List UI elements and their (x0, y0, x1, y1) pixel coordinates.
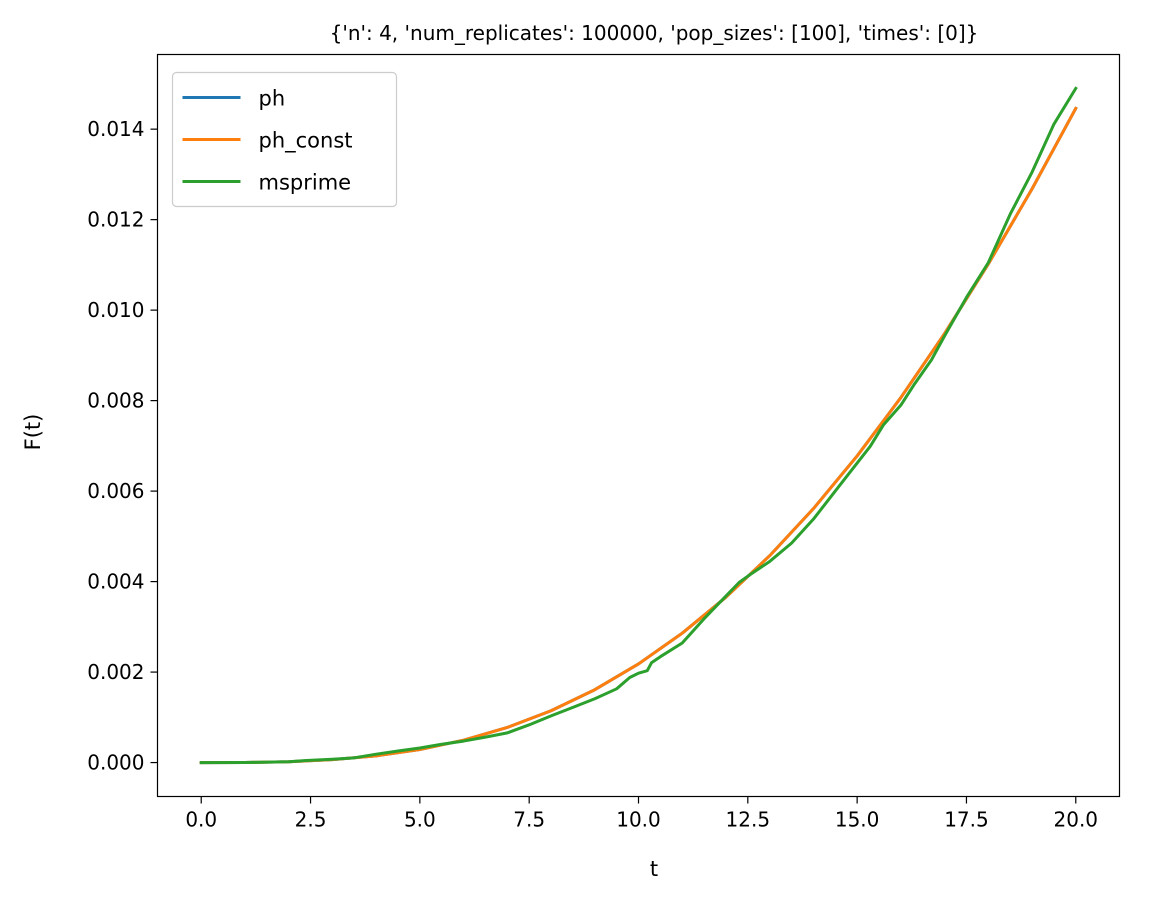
y-tick-label: 0.004 (87, 570, 144, 594)
x-axis-label: t (650, 857, 658, 881)
x-tick-label: 17.5 (944, 808, 989, 832)
ticks-layer: 0.0 2.5 5.0 7.5 10.0 12.5 15.0 17.5 20.0 0.000 0.0… (87, 117, 1098, 831)
y-tick-label: 0.006 (87, 479, 144, 503)
chart-title: {'n': 4, 'num_replicates': 100000, 'pop_… (330, 21, 979, 45)
series-line-msprime (199, 86, 1078, 765)
y-tick-label: 0.010 (87, 298, 144, 322)
y-tick-label: 0.014 (87, 117, 144, 141)
legend-box (171, 71, 398, 208)
x-tick-label: 20.0 (1054, 808, 1099, 832)
x-tick-label: 12.5 (726, 808, 771, 832)
y-tick-label: 0.002 (87, 660, 144, 684)
x-tick-label: 5.0 (404, 808, 436, 832)
x-tick-label: 0.0 (185, 808, 217, 832)
y-tick-label: 0.008 (87, 389, 144, 413)
y-axis-label: F(t) (21, 414, 45, 451)
x-tick-label: 2.5 (295, 808, 327, 832)
plot-area-frame (156, 53, 1121, 798)
legend-label-ph: ph (259, 87, 286, 111)
x-tick-label: 10.0 (616, 808, 661, 832)
legend-label-ph-const: ph_const (259, 129, 353, 154)
x-tick-label: 7.5 (513, 808, 545, 832)
x-tick-label: 15.0 (835, 808, 880, 832)
legend-label-msprime: msprime (259, 171, 352, 195)
y-tick-label: 0.012 (87, 208, 144, 232)
series-layer (199, 86, 1078, 765)
y-tick-label: 0.000 (87, 751, 144, 775)
